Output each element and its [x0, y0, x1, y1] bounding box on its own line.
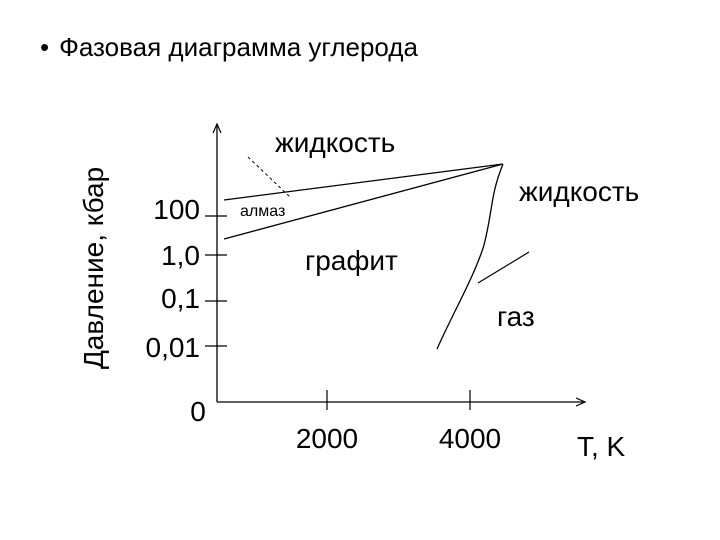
- y-tick-label: 0,1: [161, 283, 200, 314]
- region-label-gas: газ: [497, 301, 535, 332]
- y-tick-label: 1,0: [161, 240, 200, 271]
- region-label-diamond: алмаз: [240, 203, 285, 220]
- y-tick-label: 0,01: [146, 332, 201, 363]
- title-text: Фазовая диаграмма углерода: [59, 32, 418, 62]
- y-axis-label: Давление, кбар: [78, 167, 109, 369]
- origin-label: 0: [190, 396, 206, 427]
- metastable-dashed-boundary: [247, 156, 291, 198]
- region-label-liquid-right: жидкость: [519, 176, 639, 207]
- graphite-liquid-boundary: [223, 163, 504, 240]
- graphite-gas-boundary: [436, 163, 504, 350]
- x-tick-label: 2000: [296, 423, 358, 454]
- y-tick-label: 100: [153, 194, 200, 225]
- region-label-liquid-top: жидкость: [275, 127, 395, 158]
- region-label-graphite: графит: [305, 245, 398, 276]
- x-tick-label: 4000: [439, 423, 501, 454]
- liquid-gas-boundary: [477, 251, 530, 284]
- diamond-liquid-boundary: [223, 163, 504, 201]
- slide-title: • Фазовая диаграмма углерода: [40, 32, 418, 63]
- bullet: •: [40, 32, 50, 62]
- x-axis-label: T, K: [577, 431, 626, 462]
